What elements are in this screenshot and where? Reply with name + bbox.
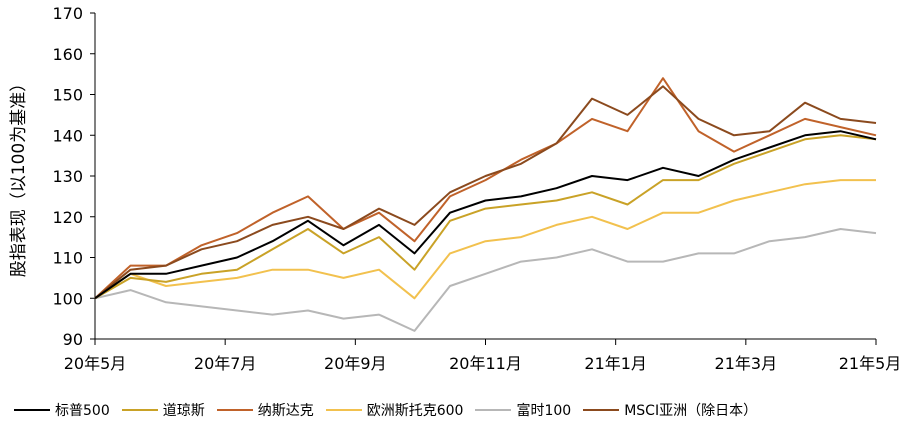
chart-legend: 标普500 道琼斯 纳斯达克 欧洲斯托克600 富时100 MSCI亚洲（除日本） — [14, 399, 904, 421]
legend-item: 富时100 — [475, 400, 571, 420]
y-tick-label: 90 — [63, 330, 83, 349]
y-tick-label: 150 — [52, 86, 83, 105]
legend-item: MSCI亚洲（除日本） — [583, 400, 757, 420]
legend-label: 标普500 — [55, 403, 110, 419]
series-line-4 — [94, 228, 877, 332]
series-line-1 — [94, 134, 877, 300]
legend-swatch — [583, 409, 620, 411]
y-tick-label: 130 — [52, 167, 83, 186]
x-tick-label: 20年11月 — [449, 354, 522, 373]
x-tick-label: 20年7月 — [194, 354, 257, 373]
legend-label: 道琼斯 — [162, 403, 205, 419]
y-tick-label: 120 — [52, 208, 83, 227]
series-line-0 — [94, 130, 877, 300]
legend-item: 欧洲斯托克600 — [325, 400, 464, 420]
y-tick-label: 100 — [52, 289, 83, 308]
y-tick-label: 140 — [52, 126, 83, 145]
x-tick-label: 20年9月 — [324, 354, 387, 373]
legend-label: 纳斯达克 — [257, 403, 314, 419]
x-tick-label: 21年5月 — [839, 354, 902, 373]
x-axis: 20年5月 20年7月 20年9月 20年11月 21年1月 21年3月 21年5月 — [64, 338, 902, 373]
x-tick-label: 21年3月 — [715, 354, 778, 373]
y-axis: 90 100 110 120 130 140 150 160 170 — [52, 4, 96, 349]
legend-swatch — [216, 409, 253, 411]
legend-label: 欧洲斯托克600 — [366, 403, 464, 419]
y-tick-label: 110 — [52, 249, 83, 268]
legend-swatch — [14, 409, 50, 411]
x-tick-label: 21年1月 — [584, 354, 647, 373]
legend-swatch — [475, 409, 512, 411]
series-line-2 — [94, 77, 877, 300]
x-tick-label: 20年5月 — [64, 354, 127, 373]
y-tick-label: 160 — [52, 45, 83, 64]
legend-swatch — [121, 409, 158, 411]
y-axis-label: 股指表现（以100为基准） — [9, 75, 29, 277]
series-line-5 — [94, 85, 877, 300]
legend-item: 纳斯达克 — [216, 400, 314, 420]
series-line-3 — [94, 179, 876, 300]
legend-item: 道琼斯 — [121, 400, 205, 420]
legend-item: 标普500 — [14, 400, 110, 420]
y-tick-label: 170 — [52, 4, 83, 23]
legend-swatch — [325, 409, 362, 411]
legend-label: 富时100 — [516, 403, 572, 419]
legend-label: MSCI亚洲（除日本） — [624, 403, 758, 419]
plot-area — [94, 77, 877, 332]
line-chart: 股指表现（以100为基准） 90 100 110 120 130 140 150 160 170… — [9, 4, 902, 373]
